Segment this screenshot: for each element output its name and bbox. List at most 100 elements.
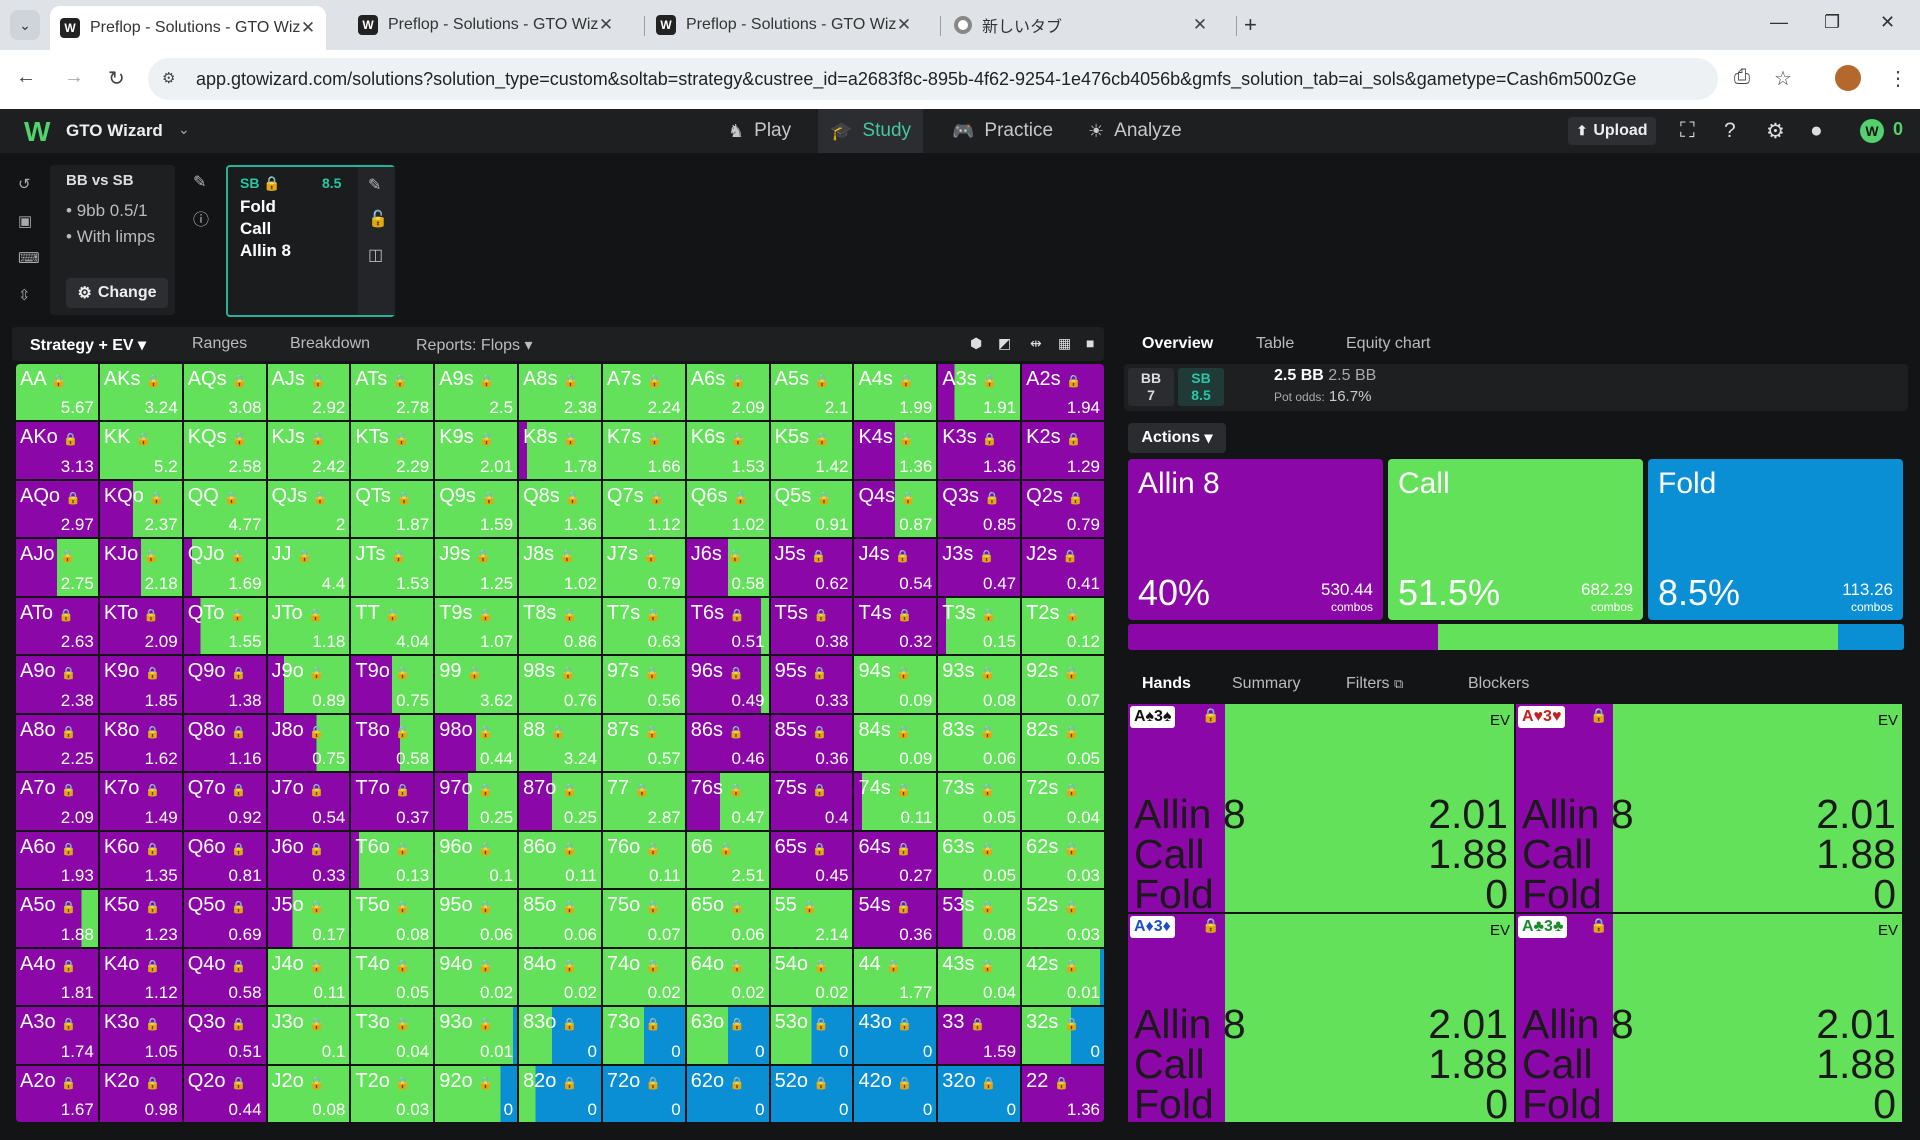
hand-cell-87o[interactable]: 87o 🔒 0.25 [519,773,601,830]
hand-cell-94o[interactable]: 94o 🔒 0.02 [435,948,518,1006]
hand-cell-K5o[interactable]: K5o 🔒 1.23 [99,890,182,947]
hand-cell-T9s[interactable]: T9s 🔒 1.07 [435,597,518,655]
hand-cell-T4s[interactable]: T4s 🔒 0.32 [854,597,937,655]
grid-icon[interactable]: ▦ [1058,335,1072,351]
square-icon[interactable]: ■ [1086,335,1095,351]
hand-cell-K6o[interactable]: K6o 🔒 1.35 [99,831,182,889]
hand-cell-J9s[interactable]: J9s 🔒 1.25 [435,539,518,596]
profile-avatar[interactable] [1835,65,1861,91]
info-icon[interactable]: ⓘ [193,212,210,229]
tab-table[interactable]: Table [1256,335,1295,352]
hand-cell-76o[interactable]: 76o 🔒 0.11 [602,831,685,889]
hand-cell-JTo[interactable]: JTo 🔒 1.18 [267,597,350,655]
sb-action-fold[interactable]: Fold [240,197,276,216]
hand-cell-Q2s[interactable]: Q2s 🔒 0.79 [1022,480,1104,538]
hand-cell-86s[interactable]: 86s 🔒 0.46 [686,714,769,772]
hand-cell-85s[interactable]: 85s 🔒 0.36 [770,714,853,772]
hand-cell-84o[interactable]: 84o 🔒 0.02 [519,948,601,1006]
hand-cell-66[interactable]: 66 🔒 2.51 [686,831,769,889]
hand-cell-A2o[interactable]: A2o 🔒 1.67 [16,1065,98,1122]
hand-cell-75o[interactable]: 75o 🔒 0.07 [602,890,685,947]
edit-pencil-icon[interactable]: ✎ [368,177,382,194]
sb-action-node[interactable]: SB 🔒 8.5 Fold Call Allin 8 ✎ 🔓 ◫ [226,165,395,317]
hand-cell-J4o[interactable]: J4o 🔒 0.11 [267,948,350,1006]
hand-cell-82s[interactable]: 82s 🔒 0.05 [1022,714,1104,772]
hand-cell-33[interactable]: 33 🔒 1.59 [938,1007,1021,1064]
hand-cell-KJo[interactable]: KJo 🔒 2.18 [99,539,182,596]
hand-cell-K4o[interactable]: K4o 🔒 1.12 [99,948,182,1006]
hand-cell-74s[interactable]: 74s 🔒 0.11 [854,773,937,830]
hand-cell-K5s[interactable]: K5s 🔒 1.42 [770,422,853,479]
restore-icon[interactable]: ❐ [1824,12,1841,32]
save-icon[interactable]: ▣ [18,213,33,230]
hand-cell-Q6s[interactable]: Q6s 🔒 1.02 [686,480,769,538]
tab-equity-chart[interactable]: Equity chart [1346,335,1431,352]
hand-cell-J9o[interactable]: J9o 🔒 0.89 [267,656,350,713]
hand-cell-Q3s[interactable]: Q3s 🔒 0.85 [938,480,1021,538]
hand-cell-A2s[interactable]: A2s 🔒 1.94 [1022,364,1104,421]
collapse-icon[interactable]: ⇳ [18,287,31,304]
hand-cell-62o[interactable]: 62o 🔒 0 [686,1065,769,1122]
gto-wizard-logo-icon[interactable]: W [24,116,51,147]
tab-filters[interactable]: Filters ⧉ [1346,675,1404,692]
hand-cell-65o[interactable]: 65o 🔒 0.06 [686,890,769,947]
hand-cell-T2s[interactable]: T2s 🔒 0.12 [1022,597,1104,655]
hand-cell-J5o[interactable]: J5o 🔒 0.17 [267,890,350,947]
hand-cell-TT[interactable]: TT 🔒 4.04 [351,597,434,655]
hand-cell-97o[interactable]: 97o 🔒 0.25 [435,773,518,830]
hand-cell-76s[interactable]: 76s 🔒 0.47 [686,773,769,830]
hand-cell-KQs[interactable]: KQs 🔒 2.58 [183,422,266,479]
hand-cell-K7s[interactable]: K7s 🔒 1.66 [602,422,685,479]
hand-cell-32o[interactable]: 32o 🔒 0 [938,1065,1021,1122]
gamepad-icon[interactable]: ⌨ [18,250,40,267]
hand-cell-43o[interactable]: 43o 🔒 0 [854,1007,937,1064]
hand-cell-JJ[interactable]: JJ 🔒 4.4 [267,539,350,596]
upload-button[interactable]: ⬆ Upload [1568,117,1656,145]
bookmark-star-icon[interactable]: ☆ [1774,68,1792,90]
hand-cell-A3o[interactable]: A3o 🔒 1.74 [16,1007,98,1064]
browser-tab-4[interactable]: 新しいタブ ✕ [944,6,1218,44]
hand-cell-J2s[interactable]: J2s 🔒 0.41 [1022,539,1104,596]
hand-cell-J5s[interactable]: J5s 🔒 0.62 [770,539,853,596]
scan-icon[interactable]: ⛶ [1680,119,1695,142]
hand-cell-Q3o[interactable]: Q3o 🔒 0.51 [183,1007,266,1064]
action-box-call[interactable]: Call 51.5% 682.29 combos [1388,459,1643,620]
hand-cell-77[interactable]: 77 🔒 2.87 [602,773,685,830]
compare-icon[interactable]: ◫ [368,247,384,264]
hand-cell-Q6o[interactable]: Q6o 🔒 0.81 [183,831,266,889]
back-icon[interactable]: ← [16,66,36,88]
hand-combo-card[interactable]: A♠3♠ 🔒 EV Allin 8 2.01 Call 1.88 Fold 0 [1128,704,1514,912]
hand-cell-K2o[interactable]: K2o 🔒 0.98 [99,1065,182,1122]
hand-cell-85o[interactable]: 85o 🔒 0.06 [519,890,601,947]
hand-cell-AJo[interactable]: AJo 🔒 2.75 [16,539,98,596]
hand-cell-T3o[interactable]: T3o 🔒 0.04 [351,1007,434,1064]
hand-cell-53o[interactable]: 53o 🔒 0 [770,1007,853,1064]
hand-cell-K4s[interactable]: K4s 🔒 1.36 [854,422,937,479]
hand-cell-K7o[interactable]: K7o 🔒 1.49 [99,773,182,830]
actions-dropdown[interactable]: Actions ▾ [1128,423,1226,453]
hand-cell-Q5s[interactable]: Q5s 🔒 0.91 [770,480,853,538]
close-tab-icon[interactable]: ✕ [1192,15,1208,34]
hand-cell-65s[interactable]: 65s 🔒 0.45 [770,831,853,889]
hand-cell-73s[interactable]: 73s 🔒 0.05 [938,773,1021,830]
hand-cell-92s[interactable]: 92s 🔒 0.07 [1022,656,1104,713]
hand-cell-88[interactable]: 88 🔒 3.24 [519,714,601,772]
edit-pencil-icon[interactable]: ✎ [193,174,207,191]
hand-cell-K8o[interactable]: K8o 🔒 1.62 [99,714,182,772]
hand-cell-K8s[interactable]: K8s 🔒 1.78 [519,422,601,479]
hand-cell-53s[interactable]: 53s 🔒 0.08 [938,890,1021,947]
hand-cell-QTs[interactable]: QTs 🔒 1.87 [351,480,434,538]
hand-cell-K9o[interactable]: K9o 🔒 1.85 [99,656,182,713]
hand-cell-96o[interactable]: 96o 🔒 0.1 [435,831,518,889]
hand-cell-KTo[interactable]: KTo 🔒 2.09 [99,597,182,655]
lock-icon[interactable]: 🔓 [368,211,388,228]
hand-cell-KJs[interactable]: KJs 🔒 2.42 [267,422,350,479]
hand-cell-J8o[interactable]: J8o 🔒 0.75 [267,714,350,772]
hand-cell-J3o[interactable]: J3o 🔒 0.1 [267,1007,350,1064]
hand-cell-T3s[interactable]: T3s 🔒 0.15 [938,597,1021,655]
hand-cell-KTs[interactable]: KTs 🔒 2.29 [351,422,434,479]
hand-cell-T2o[interactable]: T2o 🔒 0.03 [351,1065,434,1122]
hand-cell-A9o[interactable]: A9o 🔒 2.38 [16,656,98,713]
hand-cell-A8s[interactable]: A8s 🔒 2.38 [519,364,601,421]
browser-menu-icon[interactable]: ⋮ [1888,68,1908,90]
